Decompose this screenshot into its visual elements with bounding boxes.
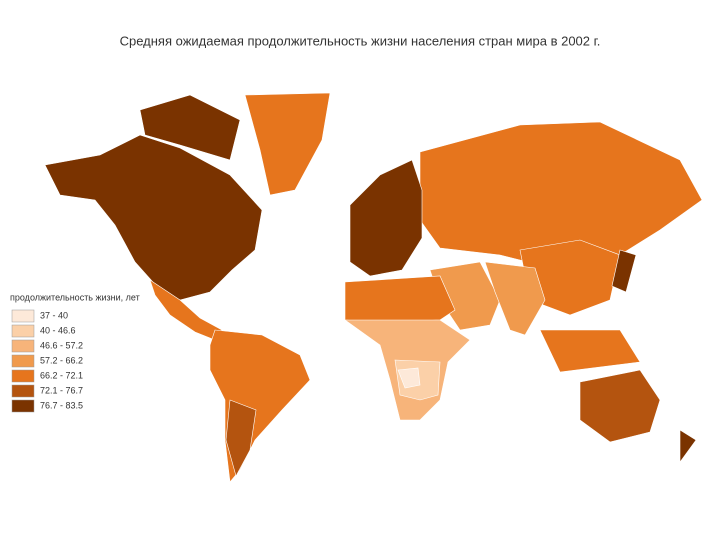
legend-swatch xyxy=(11,354,35,368)
europe xyxy=(349,159,423,277)
legend-swatch xyxy=(11,384,35,398)
legend-swatch xyxy=(11,399,35,413)
legend-label: 40 - 46.6 xyxy=(40,325,76,335)
legend-swatch xyxy=(11,339,35,353)
legend-label: 72.1 - 76.7 xyxy=(40,385,83,395)
world-map xyxy=(44,92,703,483)
north-africa xyxy=(344,275,456,323)
south-asia xyxy=(484,261,546,336)
arctic-islands xyxy=(139,94,241,161)
legend-label: 57.2 - 66.2 xyxy=(40,355,83,365)
russia xyxy=(419,121,703,271)
legend-swatch xyxy=(11,369,35,383)
legend-swatch xyxy=(11,309,35,323)
legend-label: 46.6 - 57.2 xyxy=(40,340,83,350)
north-america xyxy=(44,134,263,301)
greenland xyxy=(244,92,331,196)
southeast-asia xyxy=(539,329,641,373)
legend-label: 37 - 40 xyxy=(40,310,68,320)
new-zealand xyxy=(679,429,697,463)
legend-label: 66.2 - 72.1 xyxy=(40,370,83,380)
legend-label: 76.7 - 83.5 xyxy=(40,400,83,410)
south-america xyxy=(209,329,311,483)
south-cone xyxy=(225,399,257,477)
legend: 37 - 40 40 - 46.6 46.6 - 57.2 57.2 - 66.2 66… xyxy=(11,309,83,413)
southern-africa xyxy=(397,367,421,389)
legend-title: продолжительность жизни, лет xyxy=(10,292,140,302)
japan xyxy=(611,249,637,293)
legend-swatch xyxy=(11,324,35,338)
australia xyxy=(579,369,661,443)
title: Средняя ожидаемая продолжительность жизн… xyxy=(120,33,601,48)
